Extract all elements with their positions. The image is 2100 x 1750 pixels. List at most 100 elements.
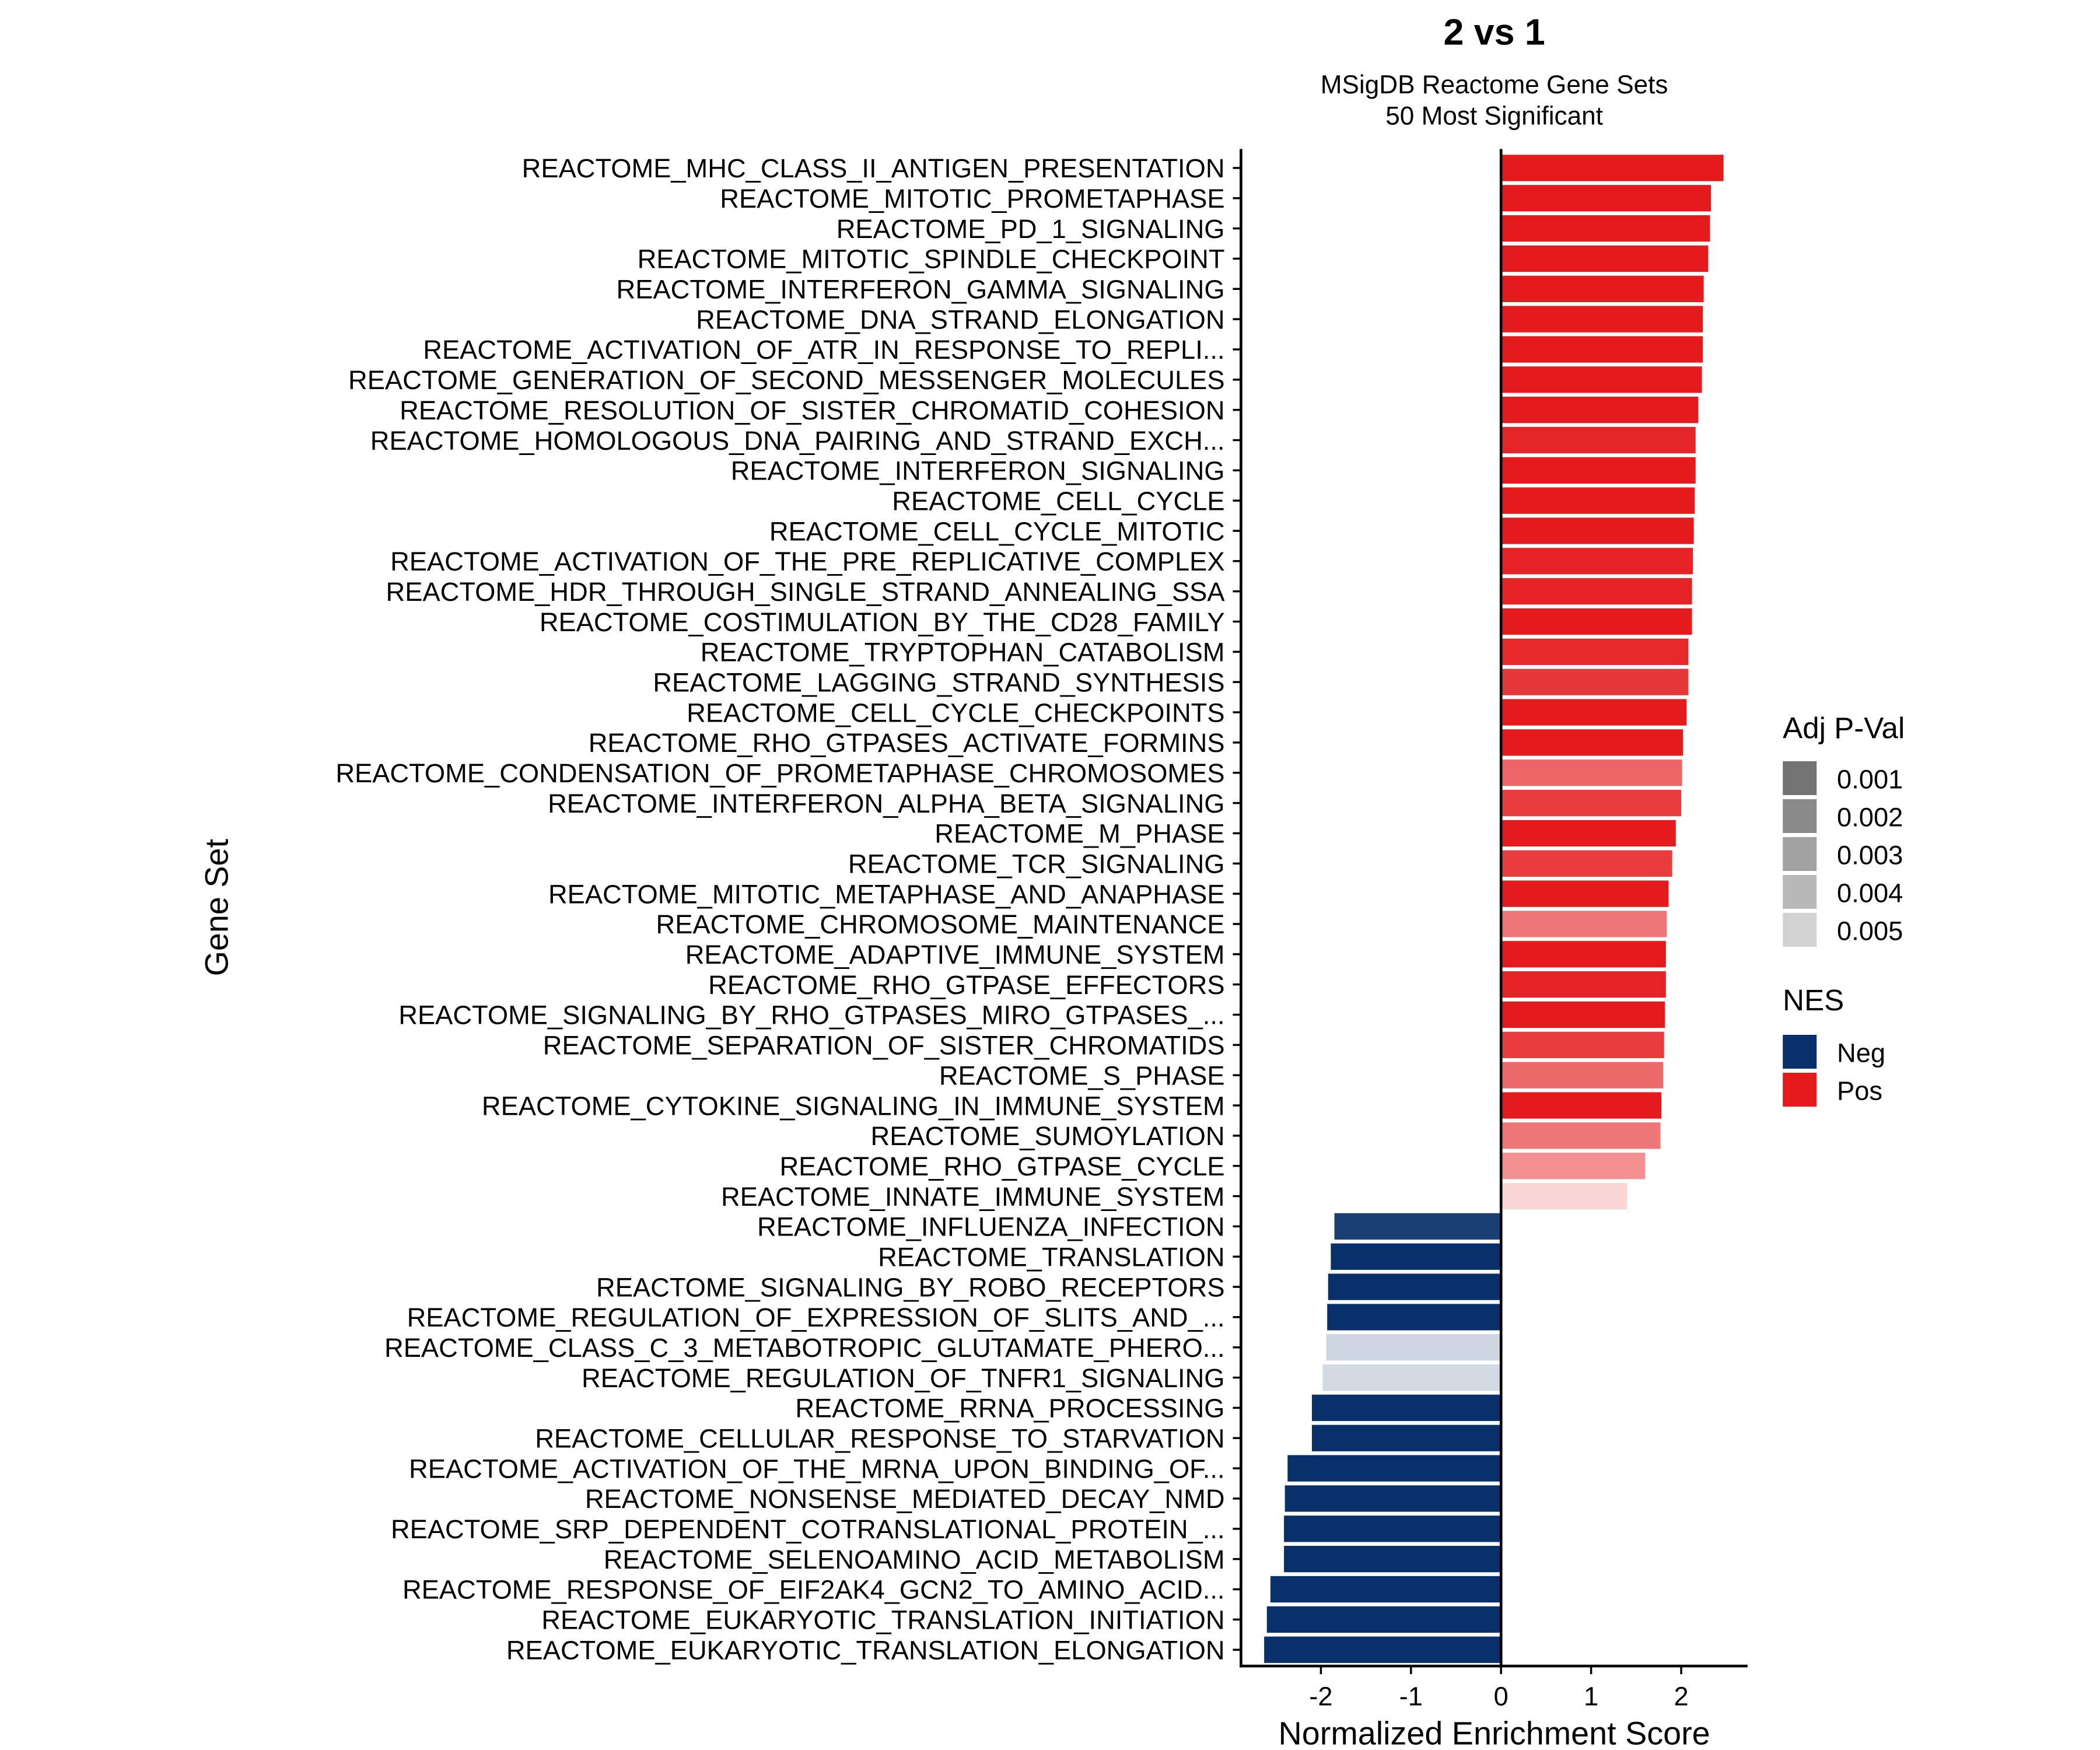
- bar: [1501, 1153, 1646, 1180]
- gene-set-label: REACTOME_ACTIVATION_OF_THE_PRE_REPLICATI…: [390, 547, 1224, 576]
- legend-swatch: [1783, 875, 1817, 909]
- x-tick-label: 2: [1674, 1681, 1688, 1711]
- gene-set-label: REACTOME_DNA_STRAND_ELONGATION: [696, 304, 1224, 334]
- legend-swatch: [1783, 913, 1817, 947]
- gene-set-label: REACTOME_ACTIVATION_OF_THE_MRNA_UPON_BIN…: [409, 1454, 1224, 1483]
- gene-set-label: REACTOME_CELL_CYCLE_MITOTIC: [769, 516, 1225, 546]
- bar: [1264, 1636, 1502, 1663]
- legend-swatch-neg: [1783, 1034, 1817, 1069]
- bar: [1501, 911, 1667, 937]
- bar: [1501, 880, 1669, 907]
- chart-subtitle-line-1: MSigDB Reactome Gene Sets: [1321, 71, 1668, 99]
- bar: [1334, 1213, 1502, 1240]
- bar: [1501, 1122, 1661, 1149]
- legend-label: 0.005: [1837, 916, 1903, 946]
- gene-set-label: REACTOME_TRYPTOPHAN_CATABOLISM: [701, 638, 1225, 667]
- x-axis-title: Normalized Enrichment Score: [1279, 1716, 1710, 1750]
- gene-set-label: REACTOME_PD_1_SIGNALING: [836, 214, 1225, 244]
- y-tick-labels: REACTOME_MHC_CLASS_II_ANTIGEN_PRESENTATI…: [335, 153, 1241, 1665]
- gene-set-label: REACTOME_RHO_GTPASE_CYCLE: [780, 1152, 1225, 1181]
- bar: [1501, 608, 1692, 635]
- bar: [1266, 1606, 1502, 1633]
- bar: [1501, 729, 1684, 756]
- gene-set-label: REACTOME_RESPONSE_OF_EIF2AK4_GCN2_TO_AMI…: [402, 1575, 1225, 1605]
- gene-set-label: REACTOME_EUKARYOTIC_TRANSLATION_ELONGATI…: [506, 1635, 1225, 1665]
- gene-set-label: REACTOME_REGULATION_OF_TNFR1_SIGNALING: [582, 1363, 1225, 1393]
- gene-set-label: REACTOME_SUMOYLATION: [871, 1121, 1225, 1151]
- gene-set-label: REACTOME_ACTIVATION_OF_ATR_IN_RESPONSE_T…: [423, 335, 1224, 365]
- gene-set-label: REACTOME_REGULATION_OF_EXPRESSION_OF_SLI…: [407, 1303, 1225, 1332]
- gene-set-label: REACTOME_CELL_CYCLE: [892, 486, 1224, 516]
- gene-set-label: REACTOME_TRANSLATION: [878, 1242, 1224, 1272]
- gene-set-label: REACTOME_SEPARATION_OF_SISTER_CHROMATIDS: [543, 1031, 1225, 1060]
- gene-set-label: REACTOME_CHROMOSOME_MAINTENANCE: [656, 909, 1225, 939]
- bar: [1501, 668, 1689, 695]
- gene-set-label: REACTOME_RESOLUTION_OF_SISTER_CHROMATID_…: [400, 396, 1224, 425]
- bar: [1501, 820, 1676, 847]
- gene-set-label: REACTOME_INTERFERON_SIGNALING: [731, 456, 1225, 486]
- legend-swatch: [1783, 761, 1817, 796]
- bar: [1501, 638, 1689, 666]
- gene-set-label: REACTOME_M_PHASE: [935, 819, 1224, 849]
- bar: [1311, 1424, 1502, 1451]
- bars-group: [1264, 155, 1724, 1663]
- bar: [1501, 971, 1666, 998]
- gene-set-label: REACTOME_INFLUENZA_INFECTION: [757, 1212, 1224, 1242]
- gene-set-label: REACTOME_RHO_GTPASE_EFFECTORS: [708, 970, 1224, 1000]
- legend-swatch: [1783, 799, 1817, 834]
- bar: [1501, 699, 1687, 726]
- bar: [1501, 1062, 1664, 1088]
- legend-adj-pval: Adj P-Val 0.001 0.002 0.003 0.004 0.005: [1783, 711, 1905, 947]
- bar: [1284, 1485, 1502, 1512]
- bar: [1284, 1516, 1502, 1542]
- legend-label: Neg: [1837, 1038, 1885, 1068]
- legend-label: 0.003: [1837, 840, 1903, 870]
- gene-set-label: REACTOME_NONSENSE_MEDIATED_DECAY_NMD: [585, 1484, 1225, 1514]
- gene-set-label: REACTOME_SELENOAMINO_ACID_METABOLISM: [604, 1545, 1225, 1574]
- legend-label: 0.001: [1837, 764, 1903, 794]
- gene-set-label: REACTOME_GENERATION_OF_SECOND_MESSENGER_…: [348, 365, 1225, 395]
- bar: [1326, 1334, 1502, 1361]
- bar: [1501, 306, 1703, 332]
- gene-set-label: REACTOME_HDR_THROUGH_SINGLE_STRAND_ANNEA…: [386, 577, 1226, 607]
- bar: [1501, 548, 1693, 575]
- bar: [1322, 1364, 1502, 1391]
- gene-set-label: REACTOME_INTERFERON_ALPHA_BETA_SIGNALING: [548, 789, 1224, 818]
- x-ticks: -2 -1 0 1 2: [1309, 1666, 1689, 1711]
- gene-set-label: REACTOME_SIGNALING_BY_RHO_GTPASES_MIRO_G…: [398, 1000, 1224, 1030]
- legend-swatch-pos: [1783, 1073, 1817, 1107]
- gene-set-label: REACTOME_MHC_CLASS_II_ANTIGEN_PRESENTATI…: [522, 153, 1225, 183]
- gene-set-label: REACTOME_EUKARYOTIC_TRANSLATION_INITIATI…: [541, 1605, 1224, 1635]
- gene-set-label: REACTOME_S_PHASE: [939, 1060, 1225, 1090]
- gene-set-label: REACTOME_SIGNALING_BY_ROBO_RECEPTORS: [596, 1272, 1224, 1302]
- bar: [1311, 1394, 1502, 1422]
- bar: [1501, 789, 1682, 817]
- gene-set-label: REACTOME_ADAPTIVE_IMMUNE_SYSTEM: [685, 940, 1225, 970]
- legend-label: 0.002: [1837, 802, 1903, 832]
- gene-set-label: REACTOME_CELLULAR_RESPONSE_TO_STARVATION: [535, 1424, 1224, 1454]
- bar: [1327, 1304, 1502, 1331]
- bar: [1328, 1273, 1502, 1300]
- gene-set-label: REACTOME_INNATE_IMMUNE_SYSTEM: [721, 1182, 1225, 1212]
- bar: [1331, 1243, 1502, 1270]
- bar: [1501, 1182, 1628, 1210]
- gene-set-label: REACTOME_LAGGING_STRAND_SYNTHESIS: [653, 667, 1224, 697]
- bar: [1501, 760, 1682, 786]
- gene-set-label: REACTOME_INTERFERON_GAMMA_SIGNALING: [617, 275, 1225, 304]
- bar: [1501, 275, 1704, 302]
- bar: [1501, 941, 1666, 968]
- bar: [1501, 336, 1703, 363]
- bar: [1287, 1455, 1502, 1482]
- bar: [1501, 487, 1695, 514]
- bar: [1501, 1001, 1665, 1028]
- gene-set-label: REACTOME_CYTOKINE_SIGNALING_IN_IMMUNE_SY…: [482, 1091, 1225, 1121]
- bar: [1501, 1092, 1662, 1119]
- x-tick-label: 1: [1584, 1681, 1598, 1711]
- legend-nes: NES Neg Pos: [1783, 984, 1885, 1107]
- y-axis-title: Gene Set: [199, 839, 235, 977]
- legend-swatch: [1783, 836, 1817, 872]
- gene-set-label: REACTOME_HOMOLOGOUS_DNA_PAIRING_AND_STRA…: [370, 426, 1225, 456]
- gene-set-label: REACTOME_RRNA_PROCESSING: [795, 1394, 1224, 1423]
- legend-label: 0.004: [1837, 878, 1903, 908]
